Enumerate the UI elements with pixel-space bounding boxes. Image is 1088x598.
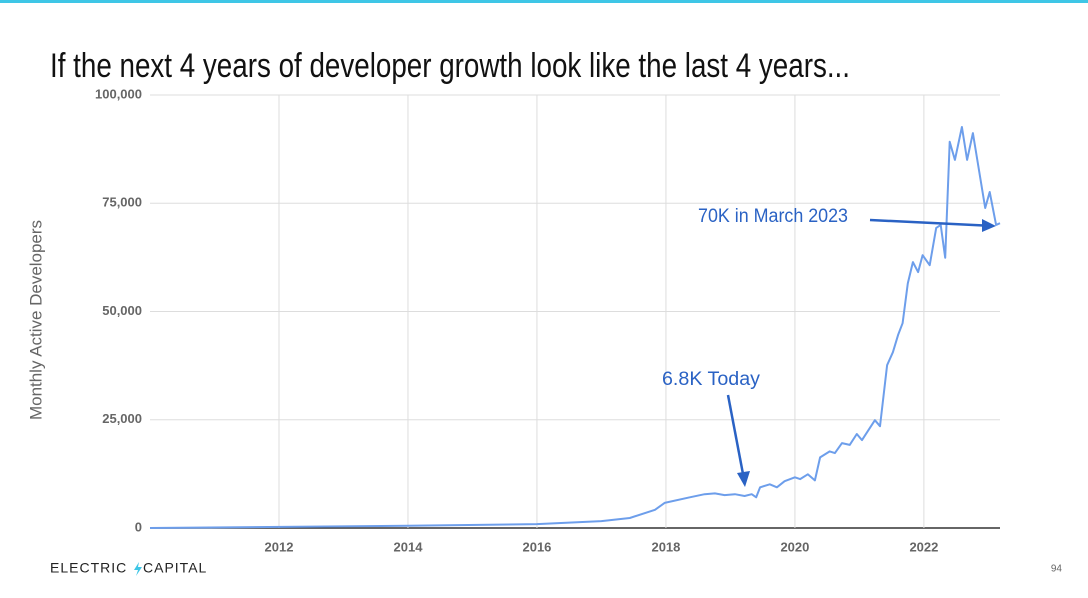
page-number: 94 — [1051, 564, 1063, 575]
arrow-head — [737, 471, 750, 487]
x-tick-label: 2020 — [780, 539, 809, 554]
top-bar — [0, 0, 1088, 3]
brand-bolt — [134, 562, 142, 576]
y-tick-label: 0 — [135, 519, 142, 534]
y-tick-label: 50,000 — [102, 303, 142, 318]
y-tick-label: 25,000 — [102, 411, 142, 426]
annotation: 70K in March 2023 — [698, 206, 848, 227]
annotation-arrow — [869, 218, 985, 227]
annotation: 6.8K Today — [662, 369, 761, 390]
data-line — [149, 126, 1001, 529]
plot: 0 25,000 50,000 75,000 100,000 2012 2014 2016 20… — [95, 86, 1001, 554]
x-tick-label: 2014 — [394, 539, 424, 554]
arrow-head — [982, 219, 996, 232]
x-tick-label: 2022 — [909, 539, 938, 554]
y-axis-label: Monthly Active Developers — [26, 220, 45, 420]
y-tick-label: 75,000 — [102, 195, 142, 210]
annotation-arrow — [726, 394, 745, 475]
brand: ELECTRIC — [50, 560, 127, 576]
x-tick-label: 2016 — [522, 539, 551, 554]
brand: CAPITAL — [143, 560, 207, 576]
y-tick-label: 100,000 — [95, 86, 142, 101]
slide-title: If the next 4 years of developer growth … — [50, 47, 850, 85]
x-tick-label: 2012 — [265, 539, 294, 554]
x-tick-label: 2018 — [651, 539, 680, 554]
